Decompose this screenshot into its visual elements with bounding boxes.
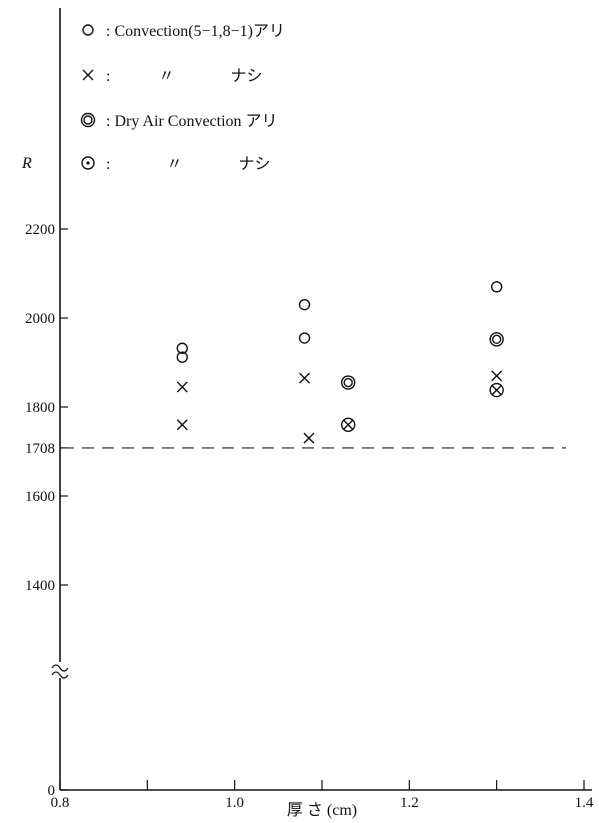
circle-data-point [298,298,311,311]
y-tick-label: 0 [48,783,56,799]
y-tick-label: 1800 [25,400,55,416]
double-circle-data-point [341,375,356,390]
x-axis-title: 厚 さ (cm) [287,801,357,819]
legend-label: : Dry Air Convection アリ [106,113,278,130]
y-tick-label: 2200 [25,222,55,238]
legend-item: : Convection(5−1,8−1)アリ [82,23,285,40]
y-tick-group: 0 1400 1600 1708 1800 2000 2200 [25,222,68,799]
legend-item: : Dry Air Convection アリ [80,112,278,130]
circled-cross-data-point [489,382,504,398]
legend: : Convection(5−1,8−1)アリ : 〃 ナシ : Dry Air C… [80,23,285,173]
y-tick-label: 1600 [25,489,55,505]
y-tick-label: 1400 [25,578,55,594]
cross-data-point [176,381,188,393]
y-axis-break-mark [51,662,69,679]
legend-circled-dot-icon [81,156,95,170]
data-points-group [176,281,504,444]
cross-data-point [303,432,315,444]
cross-data-point [176,419,188,431]
y-tick-label: 1708 [25,441,55,457]
x-tick-label: 1.0 [225,795,244,811]
legend-double-circle-icon [80,112,96,128]
legend-item: : 〃 ナシ [82,68,262,85]
legend-label: : 〃 ナシ [106,156,270,173]
legend-label: : Convection(5−1,8−1)アリ [106,23,285,40]
legend-label: : 〃 ナシ [106,68,262,85]
circle-data-point [490,281,503,293]
legend-circle-icon [82,24,94,36]
cross-data-point [491,370,503,382]
x-tick-label: 1.2 [400,795,419,811]
double-circle-data-point [489,332,504,347]
y-axis-title: R [21,155,32,172]
legend-cross-icon [82,69,94,81]
x-tick-label: 1.4 [575,795,594,811]
y-tick-label: 2000 [25,311,55,327]
circled-cross-data-point [341,417,356,432]
x-tick-group: 0.8 1.0 1.2 1.4 [51,780,594,811]
x-tick-label: 0.8 [51,795,70,811]
circle-data-point [176,342,188,354]
cross-data-point [299,372,311,384]
circle-data-point [176,351,188,363]
circle-data-point [298,332,311,344]
legend-item: : 〃 ナシ [81,156,270,173]
